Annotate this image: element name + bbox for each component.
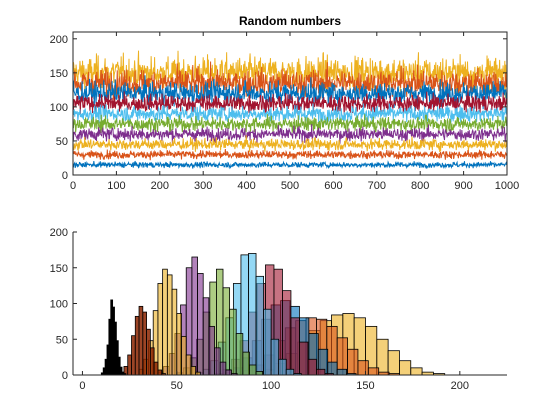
hist-bar-series-3 xyxy=(185,354,192,376)
x-tick-label: 400 xyxy=(237,180,255,192)
hist-bar-series-4 xyxy=(197,273,204,376)
hist-bar-series-4 xyxy=(225,369,232,376)
hist-bar-series-9 xyxy=(347,348,359,376)
hist-bar-series-6 xyxy=(255,275,264,376)
y-tick-label: 150 xyxy=(50,68,68,80)
hist-bar-series-2 xyxy=(127,354,132,376)
line-series-3 xyxy=(72,135,508,153)
hist-bar-series-6 xyxy=(278,358,287,376)
y-tick-label: 0 xyxy=(62,370,68,382)
x-tick-label: 800 xyxy=(411,180,429,192)
line-chart-ticks: 0 100 200 300 400 500 600 700 800 900 1000 0 50 100 15… xyxy=(50,32,519,192)
hist-bar-series-2 xyxy=(146,328,151,376)
hist-bar-series-4 xyxy=(202,297,210,376)
hist-bar-series-7 xyxy=(299,341,309,376)
x-tick-label: 0 xyxy=(79,380,85,392)
line-series-2 xyxy=(72,149,508,161)
hist-bar-series-2 xyxy=(157,369,163,376)
hist-bar-series-10 xyxy=(387,350,400,376)
hist-bar-series-7 xyxy=(316,368,326,376)
line-series-6 xyxy=(72,103,508,125)
y-tick-label: 200 xyxy=(50,34,68,46)
hist-bar-series-4 xyxy=(214,347,221,376)
hist-bar-series-10 xyxy=(410,367,423,376)
hist-bar-series-5 xyxy=(242,351,250,376)
hist-bar-series-2 xyxy=(134,315,140,376)
x-tick-label: 50 xyxy=(171,380,183,392)
hist-bar-series-3 xyxy=(181,335,187,376)
hist-bar-series-2 xyxy=(153,361,159,376)
x-tick-label: 150 xyxy=(356,380,374,392)
y-tick-label: 150 xyxy=(50,263,68,275)
line-series-5 xyxy=(72,114,508,134)
hist-bar-series-3 xyxy=(176,313,182,376)
hist-bar-series-4 xyxy=(208,325,215,376)
hist-bar-series-8 xyxy=(327,361,338,376)
line-chart: Random numbers 0 100 200 300 400 500 600 700 800… xyxy=(50,14,520,192)
x-tick-label: 200 xyxy=(451,380,469,392)
hist-bar-series-5 xyxy=(235,333,244,376)
x-tick-label: 100 xyxy=(262,380,280,392)
hist-bar-series-2 xyxy=(131,335,136,376)
x-tick-label: 300 xyxy=(194,180,212,192)
histogram-bars-group xyxy=(100,253,446,376)
hist-bar-series-7 xyxy=(290,317,300,376)
hist-bar-series-8 xyxy=(336,368,348,376)
x-tick-label: 1000 xyxy=(495,180,519,192)
hist-bar-series-2 xyxy=(138,305,144,376)
histogram-chart: 0 50 100 150 200 0 50 100 150 200 xyxy=(50,227,507,392)
x-tick-label: 600 xyxy=(324,180,342,192)
y-tick-label: 100 xyxy=(50,299,68,311)
x-tick-label: 700 xyxy=(368,180,386,192)
hist-bar-series-4 xyxy=(219,361,227,376)
hist-bar-series-9 xyxy=(367,367,380,376)
line-series-7 xyxy=(72,91,508,115)
x-tick-label: 100 xyxy=(107,180,125,192)
line-series-1 xyxy=(72,160,508,170)
hist-bar-series-7 xyxy=(307,358,317,376)
x-tick-label: 900 xyxy=(454,180,472,192)
y-tick-label: 50 xyxy=(56,334,68,346)
hist-bar-series-3 xyxy=(190,366,197,376)
hist-bar-series-3 xyxy=(162,268,168,376)
line-chart-title: Random numbers xyxy=(239,14,341,28)
y-tick-label: 50 xyxy=(56,136,68,148)
x-tick-label: 0 xyxy=(70,180,76,192)
hist-bar-series-4 xyxy=(191,256,198,376)
x-tick-label: 200 xyxy=(151,180,169,192)
hist-bar-series-6 xyxy=(263,308,272,376)
hist-bar-series-2 xyxy=(149,347,155,376)
hist-bar-series-3 xyxy=(171,288,178,376)
line-chart-series-group xyxy=(72,50,508,170)
y-tick-label: 200 xyxy=(50,227,68,239)
hist-bar-series-10 xyxy=(399,360,412,376)
hist-bar-series-3 xyxy=(166,274,173,376)
hist-bar-series-6 xyxy=(285,368,295,376)
hist-bar-series-2 xyxy=(142,311,147,376)
hist-bar-series-5 xyxy=(229,308,237,376)
y-tick-label: 100 xyxy=(50,102,68,114)
hist-bar-series-6 xyxy=(270,338,280,376)
hist-bar-series-5 xyxy=(249,364,257,376)
y-tick-label: 0 xyxy=(62,170,68,182)
x-tick-label: 500 xyxy=(281,180,299,192)
hist-bar-series-9 xyxy=(357,360,369,376)
hist-bar-series-5 xyxy=(255,371,264,376)
histogram-ticks: 0 50 100 150 200 0 50 100 150 200 xyxy=(50,227,469,392)
hist-bar-series-3 xyxy=(157,283,164,376)
line-series-4 xyxy=(72,124,508,145)
